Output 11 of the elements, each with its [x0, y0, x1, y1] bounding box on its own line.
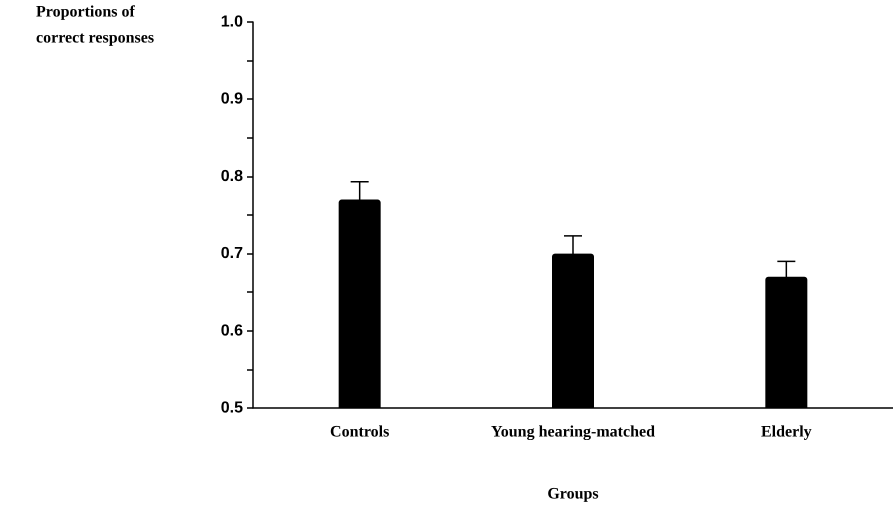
x-tick-label: Elderly [760, 424, 812, 440]
y-axis-title: Proportions of correct responses [36, 4, 154, 46]
x-tick-label: Young hearing-matched [490, 424, 656, 440]
y-tick-label: 1.0 [220, 14, 244, 30]
y-tick-label: 0.9 [220, 90, 244, 108]
y-tick-label: 0.8 [220, 168, 244, 185]
x-tick-label: Controls [330, 424, 390, 440]
y-tick-label: 0.7 [220, 245, 244, 262]
y-tick-label: 0.6 [220, 322, 244, 340]
x-axis-title: Groups [547, 486, 599, 502]
y-tick-label: 0.5 [220, 400, 244, 416]
